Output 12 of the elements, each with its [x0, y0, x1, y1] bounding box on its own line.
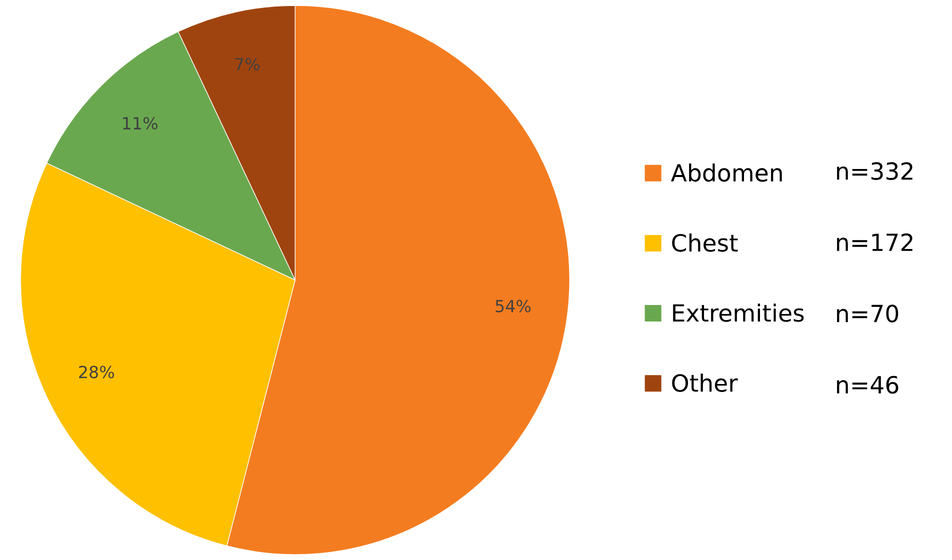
legend-label: Extremities [673, 304, 804, 322]
text: n=332 [837, 162, 912, 180]
legend-label: Abdomen [670, 163, 782, 182]
data-label: 28% [79, 366, 114, 378]
data-label: 11% [123, 116, 158, 130]
legend-label: Chest [672, 234, 738, 252]
data-label: 54% [496, 300, 531, 312]
text: n=70 [837, 304, 898, 322]
data-label: 7% [235, 58, 260, 71]
text: n=172 [837, 233, 912, 251]
text: n=46 [837, 376, 898, 394]
legend-label: Other [672, 374, 738, 392]
